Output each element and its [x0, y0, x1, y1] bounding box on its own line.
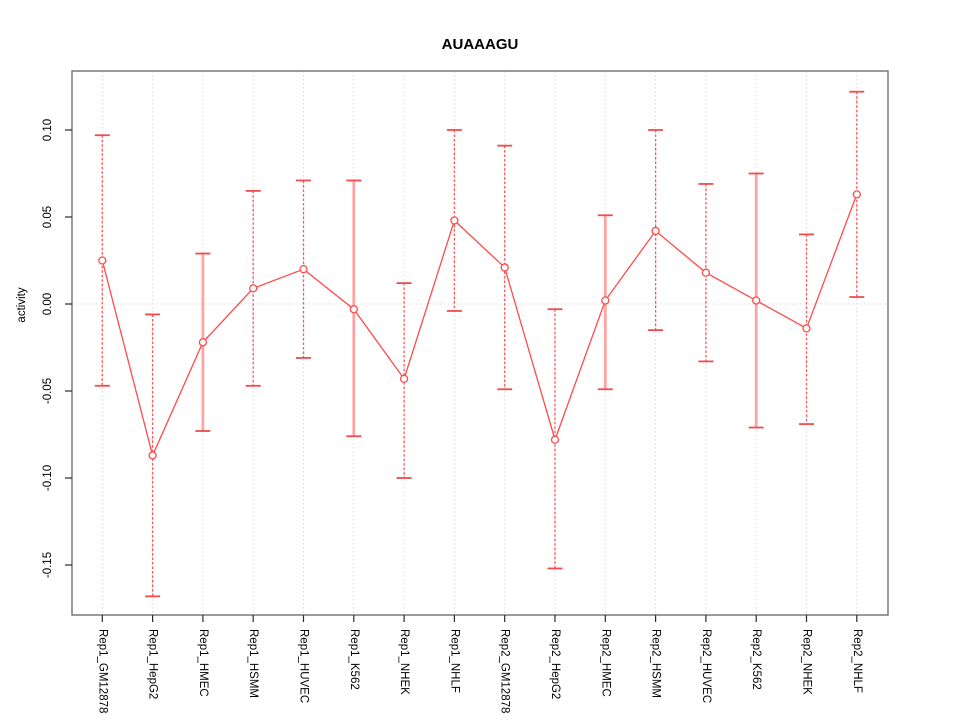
y-tick-label--0.10: -0.10: [42, 465, 54, 491]
error-bar-Rep2_HepG2: [547, 308, 563, 570]
x-tick-label-Rep1_NHEK: Rep1_NHEK: [398, 629, 410, 695]
x-tick-label-Rep2_K562: Rep2_K562: [750, 629, 762, 690]
error-bar-Rep1_HSMM: [245, 189, 261, 387]
x-tick-label-Rep1_HMEC: Rep1_HMEC: [197, 629, 209, 697]
data-point-Rep2_GM12878: [500, 263, 509, 272]
axis-layer: -0.15 -0.10 -0.05 0.00 0.05 0.10 Rep1_GM12878 R…: [42, 119, 863, 714]
frame-layer: [71, 70, 889, 616]
grid-layer: [72, 71, 888, 615]
error-bar-Rep1_NHEK: [396, 282, 412, 479]
x-tick-label-Rep2_HepG2: Rep2_HepG2: [549, 629, 561, 699]
data-point-Rep2_HMEC: [601, 296, 610, 305]
error-bar-Rep2_NHLF: [849, 90, 865, 298]
x-tick-label-Rep1_GM12878: Rep1_GM12878: [96, 629, 108, 713]
x-tick-label-Rep1_HSMM: Rep1_HSMM: [247, 629, 259, 698]
y-tick-label--0.05: -0.05: [42, 378, 54, 404]
x-tick-label-Rep1_HUVEC: Rep1_HUVEC: [298, 629, 310, 703]
data-point-Rep1_NHEK: [399, 374, 409, 383]
series-line-activity: [101, 194, 858, 458]
x-tick-label-Rep2_GM12878: Rep2_GM12878: [499, 629, 511, 713]
error-bar-Rep1_GM12878: [94, 134, 110, 387]
data-point-Rep2_HepG2: [550, 435, 560, 444]
error-bar-Rep1_HUVEC: [296, 179, 311, 359]
data-layer: [94, 90, 865, 598]
data-point-Rep1_NHLF: [450, 216, 459, 225]
data-point-Rep2_HSMM: [651, 226, 660, 236]
y-axis-label: activity: [16, 287, 28, 322]
x-tick-label-Rep2_HMEC: Rep2_HMEC: [599, 629, 611, 697]
x-tick-label-Rep1_K562: Rep1_K562: [348, 629, 360, 690]
chart-title: AUAAAGU: [442, 36, 519, 53]
plot-frame: [71, 70, 889, 616]
data-point-Rep2_NHEK: [802, 324, 811, 333]
y-tick-label--0.15: -0.15: [42, 552, 54, 578]
error-bar-Rep2_HUVEC: [698, 183, 714, 363]
data-point-Rep1_HSMM: [249, 284, 258, 293]
y-tick-label-0.05: 0.05: [42, 206, 54, 228]
y-tick-label-0.00: 0.00: [42, 293, 54, 315]
data-point-Rep1_K562: [349, 305, 358, 314]
data-point-Rep1_HUVEC: [299, 265, 308, 274]
x-tick-label-Rep1_NHLF: Rep1_NHLF: [448, 629, 460, 693]
data-point-Rep2_K562: [752, 296, 761, 305]
x-tick-label-Rep2_HSMM: Rep2_HSMM: [650, 629, 662, 698]
data-point-Rep1_HepG2: [148, 451, 157, 460]
x-tick-label-Rep2_HUVEC: Rep2_HUVEC: [700, 629, 712, 703]
x-tick-label-Rep1_HepG2: Rep1_HepG2: [147, 629, 159, 699]
data-point-Rep1_HMEC: [198, 338, 208, 347]
data-point-Rep2_HUVEC: [701, 268, 711, 277]
y-tick-label-0.10: 0.10: [42, 119, 54, 141]
x-tick-label-Rep2_NHEK: Rep2_NHEK: [801, 629, 813, 695]
data-point-Rep2_NHLF: [852, 190, 861, 199]
data-point-Rep1_GM12878: [98, 256, 107, 265]
x-tick-label-Rep2_NHLF: Rep2_NHLF: [851, 629, 863, 693]
